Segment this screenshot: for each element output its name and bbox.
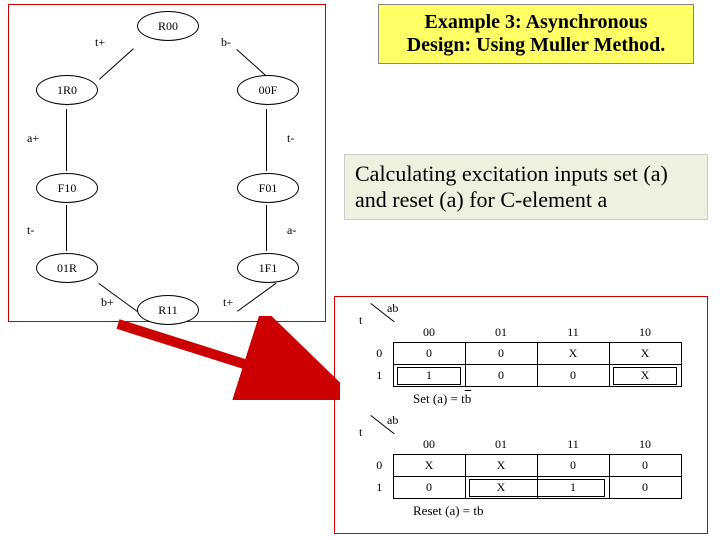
kmap-col-header: 01 bbox=[465, 437, 537, 455]
state-node-F01: F01 bbox=[237, 173, 299, 203]
kmap-cell: 1 bbox=[393, 365, 465, 387]
kmap-col-header: 00 bbox=[393, 437, 465, 455]
kmap-set-eq-text: Set (a) = t bbox=[413, 391, 465, 406]
kmap-diag-icon bbox=[371, 303, 397, 325]
kmap-col-header: 11 bbox=[537, 437, 609, 455]
kmap-col-header: 00 bbox=[393, 325, 465, 343]
state-edge-label: t- bbox=[287, 131, 294, 146]
state-edge-label: a- bbox=[287, 223, 296, 238]
kmap-set-eq: Set (a) = tb bbox=[413, 391, 699, 407]
state-edge-label: b+ bbox=[101, 295, 114, 310]
kmap-row-header: 1 bbox=[369, 365, 393, 387]
kmap-row-header: 0 bbox=[369, 455, 393, 477]
state-edge-label: b- bbox=[221, 35, 231, 50]
kmap-reset-eq-text: Reset (a) = tb bbox=[413, 503, 484, 518]
kmap-col-header: 10 bbox=[609, 437, 681, 455]
kmap-cell: 0 bbox=[393, 343, 465, 365]
state-edge-label: a+ bbox=[27, 131, 39, 146]
kmap-reset-eq: Reset (a) = tb bbox=[413, 503, 699, 519]
kmap-cell: 0 bbox=[609, 477, 681, 499]
kmap-cell: X bbox=[393, 455, 465, 477]
kmap-cell: X bbox=[609, 343, 681, 365]
state-node-F10: F10 bbox=[36, 173, 98, 203]
kmap-axis-t: t bbox=[359, 425, 362, 440]
state-node-00F: 00F bbox=[237, 75, 299, 105]
state-node-01R: 01R bbox=[36, 253, 98, 283]
kmap-cell: 0 bbox=[609, 455, 681, 477]
kmap-cell: 0 bbox=[465, 365, 537, 387]
kmap-row-header: 1 bbox=[369, 477, 393, 499]
kmap-set: ab t 00011110000XX1100X Set (a) = tb bbox=[339, 303, 699, 407]
kmap-col-header: 01 bbox=[465, 325, 537, 343]
kmap-cell: 0 bbox=[537, 455, 609, 477]
state-edge-label: t- bbox=[27, 223, 34, 238]
state-edge bbox=[99, 48, 134, 80]
state-edge-label: t+ bbox=[95, 35, 105, 50]
kmap-cell: 1 bbox=[537, 477, 609, 499]
kmap-col-header: 10 bbox=[609, 325, 681, 343]
state-edge bbox=[266, 109, 267, 171]
kmap-cell: 0 bbox=[393, 477, 465, 499]
kmap-reset: ab t 000111100XX0010X10 Reset (a) = tb bbox=[339, 415, 699, 519]
title-box: Example 3: Asynchronous Design: Using Mu… bbox=[378, 4, 694, 64]
state-edge bbox=[266, 205, 267, 251]
kmap-set-table: 00011110000XX1100X bbox=[369, 325, 682, 387]
state-edge-label: t+ bbox=[223, 295, 233, 310]
kmap-set-eq-over: b bbox=[465, 391, 472, 406]
state-node-R11: R11 bbox=[137, 295, 199, 325]
state-diagram: R00 1R0 00F F10 F01 01R 1F1 R11 t+ b-a+ t-t-a-b+ t+ bbox=[8, 4, 326, 322]
state-node-1R0: 1R0 bbox=[36, 75, 98, 105]
kmap-cell: X bbox=[465, 477, 537, 499]
kmap-cell: X bbox=[537, 343, 609, 365]
pointer-arrow bbox=[110, 316, 340, 400]
kmap-cell: 0 bbox=[537, 365, 609, 387]
state-edge bbox=[237, 283, 276, 312]
kmap-reset-table: 000111100XX0010X10 bbox=[369, 437, 682, 499]
title-line-2: Design: Using Muller Method. bbox=[387, 34, 685, 57]
kmap-cell: X bbox=[465, 455, 537, 477]
kmap-cell: X bbox=[609, 365, 681, 387]
kmap-diag-icon bbox=[371, 415, 397, 437]
description-box: Calculating excitation inputs set (a) an… bbox=[344, 154, 708, 220]
state-edge bbox=[66, 205, 67, 251]
state-node-1F1: 1F1 bbox=[237, 253, 299, 283]
kmap-row-header: 0 bbox=[369, 343, 393, 365]
kmap-axis-t: t bbox=[359, 313, 362, 328]
state-edge bbox=[66, 109, 67, 171]
kmap-panel: ab t 00011110000XX1100X Set (a) = tb ab … bbox=[334, 296, 708, 534]
kmap-col-header: 11 bbox=[537, 325, 609, 343]
title-line-1: Example 3: Asynchronous bbox=[387, 11, 685, 34]
kmap-cell: 0 bbox=[465, 343, 537, 365]
state-node-R00: R00 bbox=[137, 11, 199, 41]
